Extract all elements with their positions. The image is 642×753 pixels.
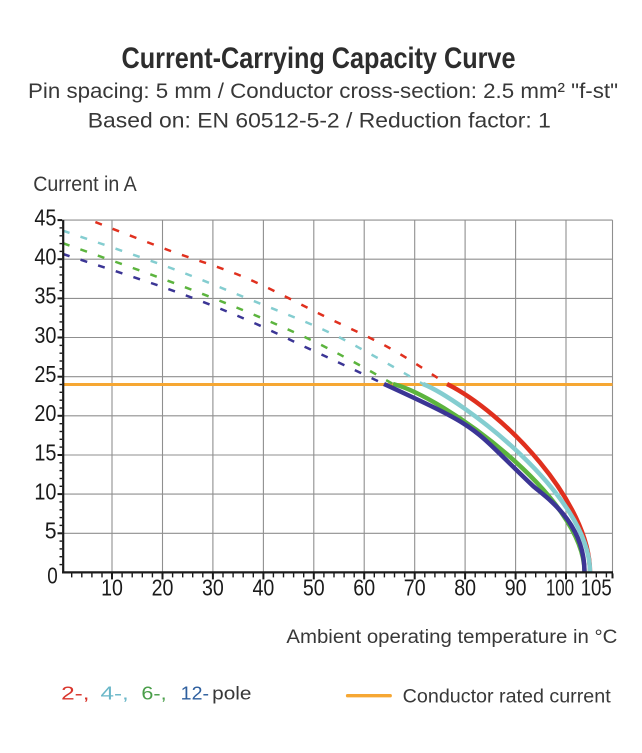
svg-text:10: 10 — [101, 574, 123, 600]
svg-text:105: 105 — [581, 574, 612, 600]
svg-text:50: 50 — [303, 574, 325, 600]
svg-text:pole: pole — [212, 682, 251, 703]
svg-text:40: 40 — [34, 244, 56, 270]
svg-text:60: 60 — [353, 574, 375, 600]
svg-text:Pin spacing: 5 mm / Conductor: Pin spacing: 5 mm / Conductor cross-sect… — [28, 79, 618, 103]
svg-text:30: 30 — [34, 322, 56, 348]
svg-text:10: 10 — [34, 478, 56, 504]
svg-text:70: 70 — [404, 574, 426, 600]
svg-text:35: 35 — [34, 283, 56, 309]
svg-text:Ambient operating temperature: Ambient operating temperature in °C — [286, 627, 617, 648]
svg-text:100: 100 — [546, 574, 574, 600]
svg-text:12-: 12- — [181, 682, 209, 703]
svg-text:5: 5 — [45, 518, 57, 544]
svg-text:30: 30 — [202, 574, 224, 600]
svg-text:6-,: 6-, — [141, 682, 166, 703]
svg-text:20: 20 — [152, 574, 174, 600]
svg-text:20: 20 — [34, 400, 56, 426]
svg-text:Conductor rated current: Conductor rated current — [403, 687, 612, 708]
svg-text:90: 90 — [505, 574, 527, 600]
svg-text:Current in A: Current in A — [33, 172, 137, 196]
svg-text:45: 45 — [34, 204, 56, 230]
svg-text:80: 80 — [454, 574, 476, 600]
svg-text:Based on: EN 60512-5-2 / Reduc: Based on: EN 60512-5-2 / Reduction facto… — [88, 108, 551, 132]
svg-text:4-,: 4-, — [101, 682, 129, 703]
svg-text:25: 25 — [34, 361, 56, 387]
svg-text:40: 40 — [253, 574, 275, 600]
svg-text:Current-Carrying Capacity Curv: Current-Carrying Capacity Curve — [122, 42, 516, 75]
svg-text:2-,: 2-, — [61, 682, 89, 703]
svg-text:0: 0 — [47, 563, 58, 589]
svg-text:15: 15 — [34, 439, 56, 465]
